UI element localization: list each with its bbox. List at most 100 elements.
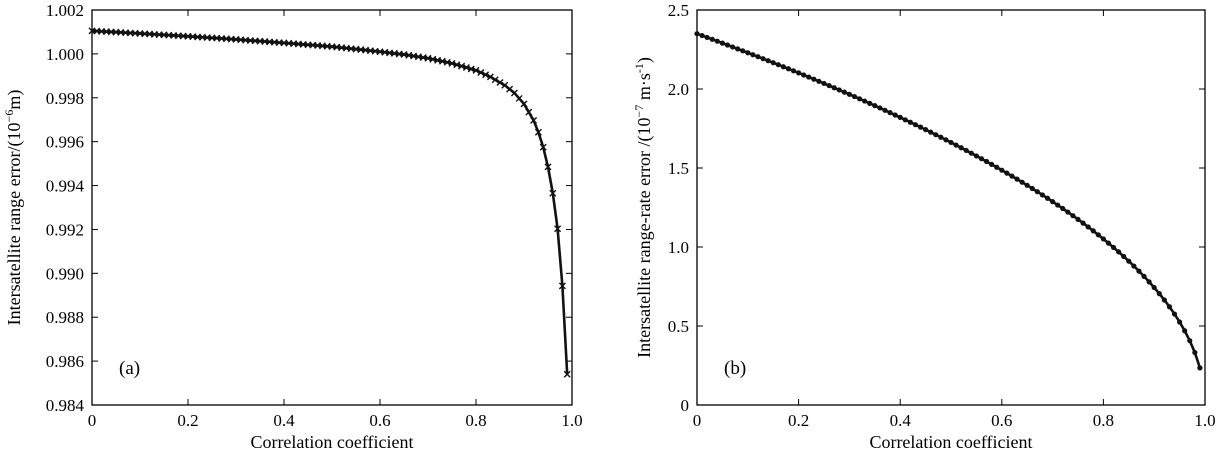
data-point: [729, 44, 736, 50]
data-point: [923, 127, 929, 133]
data-point: [994, 164, 1000, 170]
data-point: [948, 139, 954, 146]
data-point: [448, 59, 456, 67]
data-point: [897, 114, 903, 120]
data-point: [862, 98, 868, 104]
data-point: [1126, 258, 1132, 264]
data-point: [462, 64, 470, 72]
data-point: [775, 62, 781, 68]
data-point: [907, 119, 913, 125]
series-line: [91, 29, 569, 375]
x-tick-label: 0.6: [991, 411, 1012, 430]
data-point: [1034, 189, 1040, 195]
data-point: [796, 70, 802, 76]
data-point: [1156, 291, 1162, 297]
data-point: [510, 89, 518, 97]
data-point: [938, 134, 944, 140]
data-point: [704, 34, 710, 41]
data-point: [515, 94, 523, 102]
data-point: [1085, 224, 1091, 230]
data-point: [958, 145, 964, 151]
data-point: [496, 78, 504, 86]
data-point: [973, 153, 980, 159]
data-point: [1075, 216, 1081, 222]
data-point: [563, 370, 571, 378]
data-point: [539, 143, 547, 151]
data-point: [953, 142, 959, 148]
x-tick-label: 0.4: [273, 411, 295, 430]
data-point: [780, 64, 786, 70]
data-point: [1029, 185, 1035, 192]
y-tick-label: 0.990: [46, 264, 84, 283]
y-tick-label: 0.984: [46, 396, 85, 415]
data-point: [694, 31, 700, 37]
y-tick-label: 0.5: [668, 317, 689, 336]
data-point: [750, 52, 756, 58]
y-tick-label: 0.992: [46, 220, 84, 239]
data-point: [1121, 253, 1127, 260]
data-point: [1105, 240, 1112, 246]
data-point: [770, 60, 776, 66]
data-point: [520, 100, 528, 108]
data-point: [467, 65, 475, 73]
data-point: [867, 100, 873, 106]
panel-label: (a): [119, 358, 140, 379]
y-tick-label: 0.988: [46, 308, 84, 327]
data-point: [554, 225, 562, 233]
data-point: [1151, 284, 1157, 291]
x-tick-label: 0.4: [890, 411, 912, 430]
x-tick-label: 0.2: [177, 411, 198, 430]
data-point: [1004, 170, 1010, 176]
data-point: [978, 156, 985, 162]
x-tick-label: 1.0: [1194, 411, 1215, 430]
data-point: [836, 87, 842, 93]
x-tick-label: 0.2: [788, 411, 809, 430]
data-point: [1024, 182, 1030, 188]
data-point: [968, 150, 974, 156]
data-point: [856, 96, 863, 102]
panel-label: (b): [724, 358, 746, 379]
data-point: [735, 46, 741, 52]
y-tick-label: 1.002: [46, 1, 84, 20]
data-point: [1131, 263, 1137, 269]
data-point: [760, 56, 766, 62]
data-point: [816, 78, 822, 84]
y-tick-label: 0.994: [46, 177, 85, 196]
data-point: [740, 48, 746, 54]
data-point: [1146, 279, 1152, 285]
data-point: [851, 93, 858, 100]
data-point: [801, 72, 807, 78]
x-tick-label: 0.8: [465, 411, 486, 430]
data-point: [963, 147, 969, 154]
y-axis-label: Intersatellite range-rate error /(10−7 m…: [632, 57, 655, 358]
data-point: [943, 137, 949, 143]
data-point: [989, 161, 995, 167]
y-tick-label: 1.0: [668, 238, 689, 257]
data-point: [745, 50, 751, 56]
data-point: [1171, 311, 1178, 317]
data-point: [1014, 176, 1020, 182]
data-point: [1110, 244, 1117, 251]
data-point: [1009, 173, 1015, 179]
x-axis-label: Correlation coefficient: [250, 432, 413, 452]
x-tick-label: 0.6: [369, 411, 390, 430]
data-point: [525, 108, 533, 116]
data-point: [458, 62, 466, 70]
data-point: [790, 68, 797, 74]
data-point: [1177, 319, 1183, 325]
data-point: [544, 163, 552, 171]
data-point: [1060, 205, 1066, 212]
data-point: [1192, 349, 1198, 356]
data-point: [928, 129, 934, 135]
data-point: [933, 132, 939, 138]
data-point: [714, 38, 720, 44]
y-tick-label: 0.996: [46, 133, 84, 152]
x-tick-label: 1.0: [561, 411, 582, 430]
data-point: [1019, 179, 1025, 185]
y-tick-label: 0.986: [46, 352, 84, 371]
data-point: [755, 54, 761, 60]
y-axis-label: Intersatellite range error/(10−6m): [2, 90, 25, 326]
data-point: [1050, 199, 1056, 205]
data-point: [806, 74, 812, 80]
data-point: [917, 124, 924, 130]
